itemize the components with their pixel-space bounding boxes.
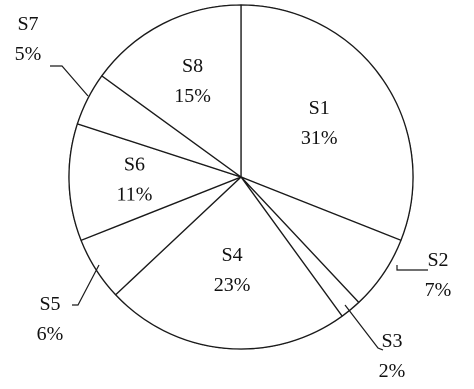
pie-slice-s4 — [114, 176, 344, 350]
pie-slice-s6 — [68, 123, 243, 242]
slice-name-label-s7: S7 — [17, 13, 38, 35]
slice-percent-label-s6: 11% — [116, 183, 152, 205]
slice-name-label-s6: S6 — [124, 153, 145, 175]
slice-percent-label-s4: 23% — [214, 274, 251, 296]
pie-slice-s1 — [240, 4, 414, 242]
slice-percent-label-s8: 15% — [174, 85, 211, 107]
slice-name-label-s8: S8 — [182, 55, 203, 77]
slice-percent-label-s5: 6% — [37, 323, 64, 345]
slice-name-label-s4: S4 — [222, 244, 243, 266]
leader-line-s5 — [72, 264, 100, 306]
leader-line-s2 — [396, 265, 428, 271]
slice-name-label-s3: S3 — [381, 330, 402, 352]
slice-percent-label-s3: 2% — [379, 360, 406, 382]
slice-name-label-s5: S5 — [39, 293, 60, 315]
slice-percent-label-s1: 31% — [301, 127, 338, 149]
pie-slice-s8 — [100, 4, 242, 179]
slice-percent-label-s7: 5% — [15, 43, 42, 65]
slice-name-label-s1: S1 — [309, 97, 330, 119]
slices-group — [68, 4, 414, 350]
leader-line-s7 — [50, 65, 89, 97]
labels-group: S1 31% S2 7% S3 2% S4 23% S5 6% S6 11% S7 5% S8 15% — [15, 13, 452, 382]
leader-lines-group — [50, 65, 428, 351]
slice-name-label-s2: S2 — [427, 249, 448, 271]
slice-percent-label-s2: 7% — [425, 279, 452, 301]
leader-line-s3 — [344, 304, 384, 351]
